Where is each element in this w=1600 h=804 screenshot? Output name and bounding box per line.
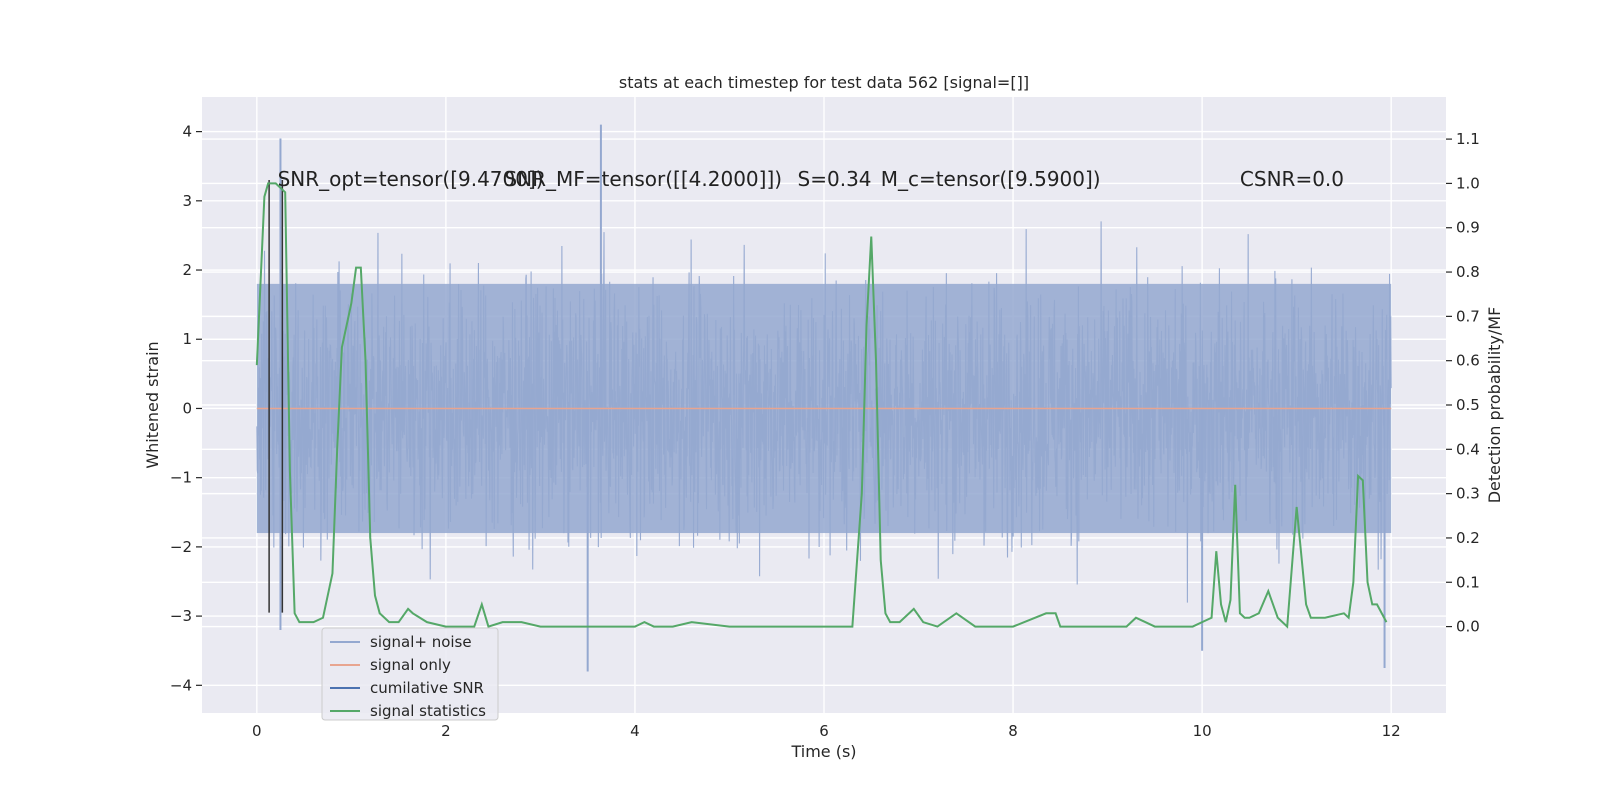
y2-axis-label: Detection probability/MF <box>1485 307 1504 504</box>
legend-label: cumilative SNR <box>370 679 484 697</box>
annotation-text: CSNR=0.0 <box>1240 167 1344 191</box>
chart-title: stats at each timestep for test data 562… <box>619 73 1029 92</box>
y2-tick-label: 0.2 <box>1456 529 1480 547</box>
y2-tick-label: 0.5 <box>1456 396 1480 414</box>
y2-tick-label: 0.6 <box>1456 352 1480 370</box>
x-tick-label: 2 <box>441 722 451 740</box>
x-axis-label: Time (s) <box>790 742 856 761</box>
y-tick-label: −2 <box>170 538 192 556</box>
y2-tick-label: 1.1 <box>1456 130 1480 148</box>
annotation-text: SNR_opt=tensor([9.4700]) <box>278 167 544 191</box>
x-tick-label: 10 <box>1193 722 1212 740</box>
y-tick-label: 3 <box>182 192 192 210</box>
y2-tick-label: 0.7 <box>1456 307 1480 325</box>
y-tick-label: 2 <box>182 261 192 279</box>
y-tick-label: 0 <box>182 399 192 417</box>
x-tick-label: 4 <box>630 722 640 740</box>
y-tick-label: −4 <box>170 676 192 694</box>
x-tick-label: 8 <box>1008 722 1018 740</box>
y2-tick-label: 0.0 <box>1456 618 1480 636</box>
series-signal-statistics-line <box>255 182 1388 629</box>
x-tick-label: 12 <box>1382 722 1401 740</box>
y-tick-label: 4 <box>182 123 192 141</box>
legend-label: signal+ noise <box>370 633 472 651</box>
y-tick-label: −1 <box>170 469 192 487</box>
y2-tick-label: 0.3 <box>1456 485 1480 503</box>
legend-box <box>321 627 499 721</box>
annotation-text: M_c=tensor([9.5900]) <box>881 167 1101 191</box>
y-axis-label: Whitened strain <box>143 341 162 468</box>
annotation-text: SNR_MF=tensor([[4.2000]]) <box>504 167 782 191</box>
y2-tick-label: 0.4 <box>1456 440 1480 458</box>
y2-tick-label: 0.8 <box>1456 263 1480 281</box>
x-tick-label: 6 <box>819 722 829 740</box>
y2-tick-label: 0.9 <box>1456 219 1480 237</box>
legend-label: signal statistics <box>370 702 486 720</box>
y2-tick-label: 1.0 <box>1456 174 1480 192</box>
y-tick-label: 1 <box>182 330 192 348</box>
legend: signal+ noise signal only cumilative SNR si… <box>321 627 499 721</box>
x-tick-label: 0 <box>252 722 262 740</box>
legend-label: signal only <box>370 656 451 674</box>
y-tick-label: −3 <box>170 607 192 625</box>
annotation-text: S=0.34 <box>798 167 872 191</box>
y2-tick-label: 0.1 <box>1456 573 1480 591</box>
